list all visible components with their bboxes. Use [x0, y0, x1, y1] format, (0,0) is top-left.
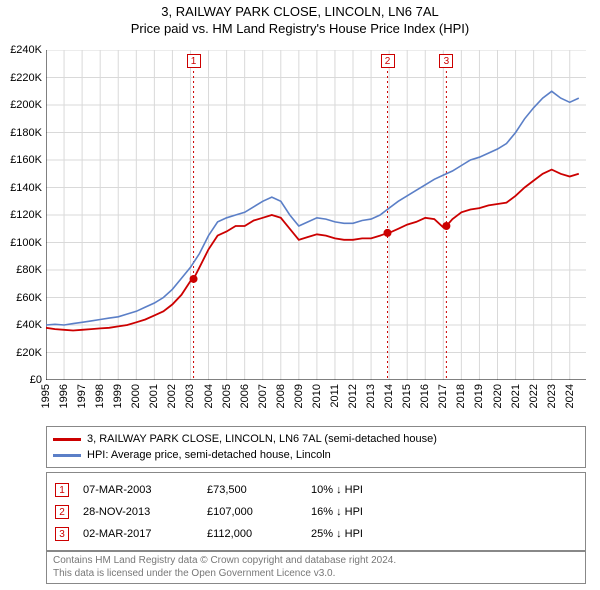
y-axis-labels: £0£20K£40K£60K£80K£100K£120K£140K£160K£1… [0, 50, 44, 380]
sale-price: £107,000 [207, 506, 297, 518]
sale-price: £73,500 [207, 484, 297, 496]
y-tick-label: £200K [10, 99, 42, 111]
legend-swatch [53, 438, 81, 441]
y-tick-label: £80K [16, 264, 42, 276]
x-tick-label: 2004 [203, 384, 215, 408]
x-tick-label: 1998 [94, 384, 106, 408]
sale-price: £112,000 [207, 528, 297, 540]
x-tick-label: 2017 [437, 384, 449, 408]
sale-marker-badge: 3 [439, 54, 453, 68]
x-tick-label: 2013 [365, 384, 377, 408]
sale-row: 3 02-MAR-2017 £112,000 25% ↓ HPI [55, 523, 577, 545]
sale-row: 1 07-MAR-2003 £73,500 10% ↓ HPI [55, 479, 577, 501]
x-tick-label: 2023 [546, 384, 558, 408]
title-block: 3, RAILWAY PARK CLOSE, LINCOLN, LN6 7AL … [0, 0, 600, 36]
footer-line1: Contains HM Land Registry data © Crown c… [53, 554, 579, 567]
x-tick-label: 2006 [239, 384, 251, 408]
x-tick-label: 2019 [473, 384, 485, 408]
x-tick-label: 2003 [184, 384, 196, 408]
x-tick-label: 2014 [383, 384, 395, 408]
sale-row: 2 28-NOV-2013 £107,000 16% ↓ HPI [55, 501, 577, 523]
sale-date: 28-NOV-2013 [83, 506, 193, 518]
x-tick-label: 2015 [401, 384, 413, 408]
sale-diff: 10% ↓ HPI [311, 484, 431, 496]
chart-title-subtitle: Price paid vs. HM Land Registry's House … [0, 21, 600, 36]
chart-plot-area [46, 50, 586, 380]
x-tick-label: 2008 [275, 384, 287, 408]
legend-label: HPI: Average price, semi-detached house,… [87, 449, 331, 461]
y-tick-label: £140K [10, 182, 42, 194]
sale-date: 02-MAR-2017 [83, 528, 193, 540]
legend-item-price-paid: 3, RAILWAY PARK CLOSE, LINCOLN, LN6 7AL … [53, 431, 579, 447]
chart-container: 3, RAILWAY PARK CLOSE, LINCOLN, LN6 7AL … [0, 0, 600, 590]
x-tick-label: 2016 [419, 384, 431, 408]
x-tick-label: 2001 [148, 384, 160, 408]
y-tick-label: £20K [16, 347, 42, 359]
x-tick-label: 2024 [564, 384, 576, 408]
x-tick-label: 2010 [311, 384, 323, 408]
y-tick-label: £180K [10, 127, 42, 139]
sale-diff: 25% ↓ HPI [311, 528, 431, 540]
y-tick-label: £160K [10, 154, 42, 166]
x-tick-label: 1997 [76, 384, 88, 408]
chart-svg [46, 50, 586, 380]
x-tick-label: 2000 [130, 384, 142, 408]
y-tick-label: £120K [10, 209, 42, 221]
x-tick-label: 1999 [112, 384, 124, 408]
y-tick-label: £40K [16, 319, 42, 331]
chart-title-address: 3, RAILWAY PARK CLOSE, LINCOLN, LN6 7AL [0, 4, 600, 19]
sale-date: 07-MAR-2003 [83, 484, 193, 496]
sales-table: 1 07-MAR-2003 £73,500 10% ↓ HPI 2 28-NOV-2013… [46, 472, 586, 552]
legend-swatch [53, 454, 81, 457]
sale-index-badge: 3 [55, 527, 69, 541]
y-tick-label: £60K [16, 292, 42, 304]
sale-index-badge: 1 [55, 483, 69, 497]
y-tick-label: £100K [10, 237, 42, 249]
sale-diff: 16% ↓ HPI [311, 506, 431, 518]
footer-attribution: Contains HM Land Registry data © Crown c… [46, 550, 586, 584]
x-tick-label: 2005 [221, 384, 233, 408]
x-axis-labels: 1995199619971998199920002001200220032004… [46, 384, 586, 424]
y-tick-label: £220K [10, 72, 42, 84]
x-tick-label: 1996 [58, 384, 70, 408]
x-tick-label: 2007 [257, 384, 269, 408]
x-tick-label: 2022 [528, 384, 540, 408]
x-tick-label: 2012 [347, 384, 359, 408]
sale-index-badge: 2 [55, 505, 69, 519]
sale-marker-badge: 2 [381, 54, 395, 68]
legend-item-hpi: HPI: Average price, semi-detached house,… [53, 447, 579, 463]
sale-marker-badge: 1 [187, 54, 201, 68]
y-tick-label: £240K [10, 44, 42, 56]
x-tick-label: 2002 [166, 384, 178, 408]
legend-label: 3, RAILWAY PARK CLOSE, LINCOLN, LN6 7AL … [87, 433, 437, 445]
x-tick-label: 2020 [492, 384, 504, 408]
x-tick-label: 2021 [510, 384, 522, 408]
x-tick-label: 2011 [329, 384, 341, 408]
x-tick-label: 2009 [293, 384, 305, 408]
x-tick-label: 2018 [455, 384, 467, 408]
legend-box: 3, RAILWAY PARK CLOSE, LINCOLN, LN6 7AL … [46, 426, 586, 468]
footer-line2: This data is licensed under the Open Gov… [53, 567, 579, 580]
x-tick-label: 1995 [40, 384, 52, 408]
